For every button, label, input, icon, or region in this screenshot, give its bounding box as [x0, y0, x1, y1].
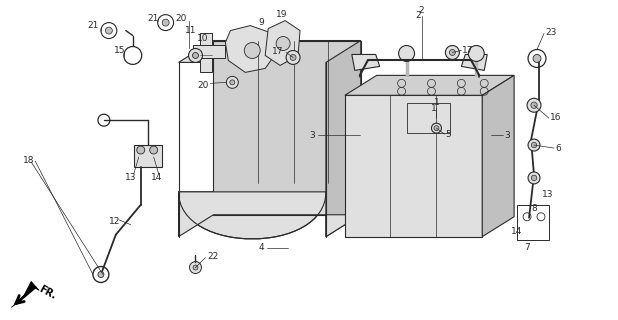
Circle shape [244, 43, 260, 59]
Text: 4: 4 [258, 243, 265, 252]
Text: 3: 3 [309, 131, 315, 140]
Text: 6: 6 [555, 144, 561, 153]
Text: FR.: FR. [37, 284, 57, 301]
Circle shape [528, 139, 540, 151]
Circle shape [106, 27, 112, 34]
Text: 10: 10 [197, 34, 208, 43]
Text: 1: 1 [434, 98, 439, 107]
Circle shape [150, 146, 158, 154]
Text: 16: 16 [550, 113, 561, 122]
Circle shape [188, 49, 203, 62]
Polygon shape [265, 20, 300, 65]
Text: 20: 20 [197, 81, 208, 90]
Text: 19: 19 [276, 10, 287, 19]
Polygon shape [482, 76, 514, 237]
Polygon shape [345, 95, 482, 237]
Text: 7: 7 [524, 243, 530, 252]
Text: 5: 5 [446, 130, 451, 139]
Text: 15: 15 [114, 46, 126, 55]
Circle shape [531, 175, 536, 180]
Polygon shape [179, 192, 361, 237]
Circle shape [431, 123, 441, 133]
Circle shape [226, 76, 239, 88]
Text: 8: 8 [531, 204, 537, 213]
Text: 17: 17 [272, 47, 283, 56]
Text: 21: 21 [147, 14, 159, 23]
Text: 18: 18 [23, 156, 35, 165]
Polygon shape [133, 145, 162, 167]
Text: 21: 21 [88, 21, 99, 30]
Circle shape [193, 265, 198, 270]
Text: 12: 12 [109, 217, 121, 226]
Circle shape [449, 50, 455, 55]
Text: 14: 14 [151, 173, 162, 182]
Circle shape [276, 36, 290, 51]
Text: 13: 13 [125, 173, 137, 182]
Text: 20: 20 [175, 14, 187, 23]
Circle shape [162, 19, 169, 26]
Text: 11: 11 [185, 26, 197, 35]
Text: 2: 2 [419, 6, 425, 15]
Polygon shape [352, 54, 379, 70]
Polygon shape [326, 41, 361, 237]
Polygon shape [179, 41, 361, 62]
Polygon shape [461, 54, 487, 70]
Text: 3: 3 [504, 131, 510, 140]
Circle shape [137, 146, 145, 154]
Circle shape [531, 102, 537, 108]
Polygon shape [11, 282, 39, 307]
PathPatch shape [179, 192, 326, 239]
Text: 2: 2 [416, 11, 421, 20]
Circle shape [468, 45, 485, 61]
Circle shape [290, 54, 296, 60]
Circle shape [230, 80, 235, 85]
Circle shape [286, 51, 300, 64]
Text: 9: 9 [258, 18, 265, 27]
Polygon shape [345, 76, 514, 95]
Circle shape [98, 271, 104, 277]
Circle shape [193, 52, 198, 59]
Text: 17: 17 [462, 46, 474, 55]
Polygon shape [200, 33, 213, 72]
Circle shape [399, 45, 415, 61]
Text: 1: 1 [431, 104, 436, 113]
Text: 14: 14 [511, 227, 522, 236]
Polygon shape [213, 41, 361, 215]
Polygon shape [193, 45, 226, 59]
Circle shape [190, 261, 201, 274]
Text: 23: 23 [545, 28, 556, 37]
Circle shape [527, 98, 541, 112]
Circle shape [533, 54, 541, 62]
Circle shape [528, 172, 540, 184]
Text: 13: 13 [542, 190, 554, 199]
Polygon shape [226, 26, 278, 72]
Circle shape [531, 142, 536, 148]
Circle shape [446, 45, 459, 60]
Circle shape [434, 126, 439, 131]
Text: 22: 22 [208, 252, 219, 261]
